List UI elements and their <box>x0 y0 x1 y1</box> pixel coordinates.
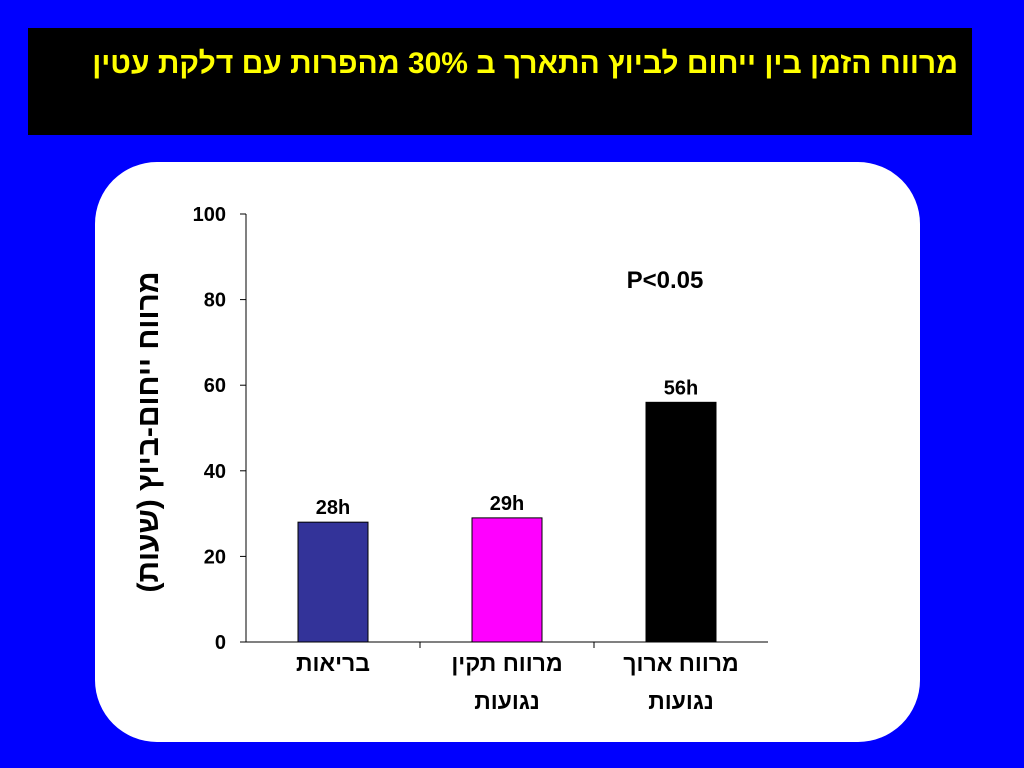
x-tick-label: בריאות <box>295 650 371 676</box>
bar <box>645 401 717 643</box>
x-tick-label: מרווח ארוך נגועות <box>623 650 739 714</box>
value-label: 28h <box>316 497 350 519</box>
y-axis-label: מרווח ייחום-ביוץ (שעות) <box>132 271 165 592</box>
y-tick-label: 80 <box>204 290 226 312</box>
y-tick-label: 20 <box>204 546 226 568</box>
bar <box>297 521 369 643</box>
value-label: 29h <box>490 493 524 515</box>
y-tick-label: 40 <box>204 461 226 483</box>
value-label: 56h <box>664 377 698 399</box>
x-tick-label: מרווח תקין נגועות <box>451 650 563 714</box>
slide-title: מרווח הזמן בין ייחום לביוץ התארך ב 30% מ… <box>92 47 958 80</box>
y-tick-label: 100 <box>193 204 226 226</box>
title-box: מרווח הזמן בין ייחום לביוץ התארך ב 30% מ… <box>28 28 972 135</box>
bar <box>471 517 543 643</box>
y-tick-label: 60 <box>204 375 226 397</box>
chart-panel <box>95 162 920 742</box>
y-tick-label: 0 <box>215 632 226 654</box>
annotation: P<0.05 <box>627 267 704 294</box>
